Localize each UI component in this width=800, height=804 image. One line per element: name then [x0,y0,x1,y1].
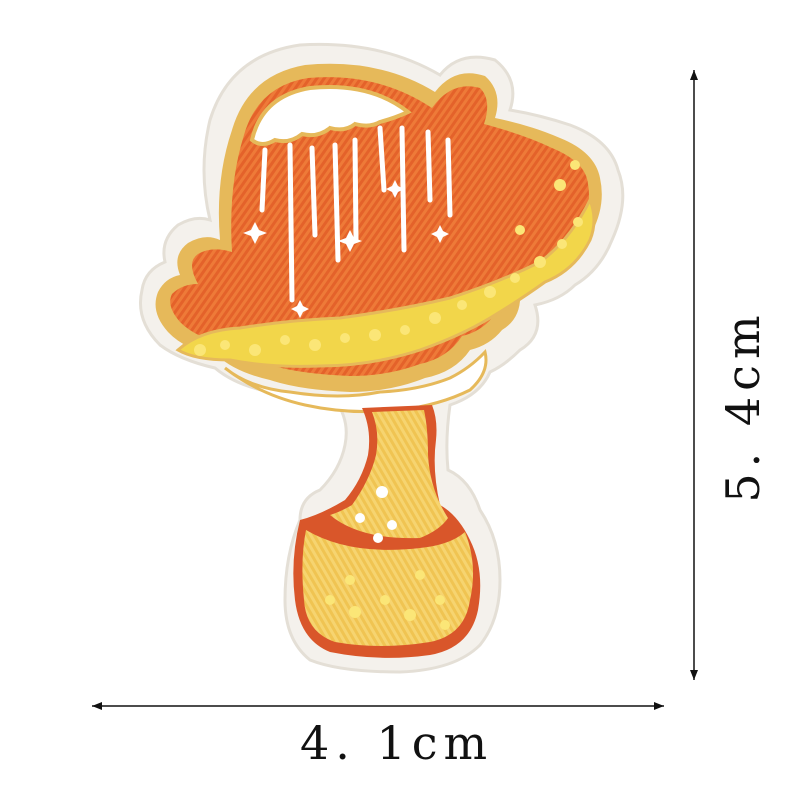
height-dimension-line [690,70,698,680]
stem-sequins [325,570,450,630]
stem-dots [355,486,397,543]
mushroom-stem [293,405,481,658]
width-dimension-label: 4. 1cm [300,716,494,770]
mushroom-cap [155,63,602,414]
height-dimension-label: 5. 4cm [716,309,770,503]
sequin-dots [194,160,583,356]
drip-lines [259,125,453,303]
width-dimension-line [92,702,664,710]
